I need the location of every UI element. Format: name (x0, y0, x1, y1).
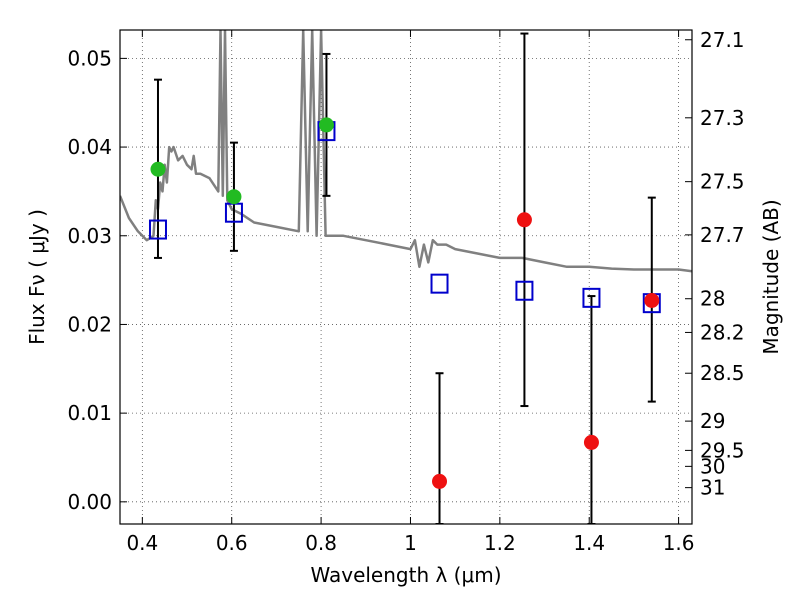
y2-axis-title: Magnitude (AB) (759, 199, 783, 354)
y2-tick-label: 28.2 (700, 320, 745, 344)
y2-tick-label: 28.5 (700, 361, 745, 385)
y-tick-label: 0.01 (67, 401, 112, 425)
model-photometry-square (430, 273, 449, 294)
y-tick-label: 0.05 (67, 46, 112, 70)
y-tick-label: 0.02 (67, 312, 112, 336)
y-axis: 0.00 0.01 0.02 0.03 0.04 0.05 (67, 46, 127, 514)
plot-background (120, 30, 692, 524)
plot-frame (119, 29, 693, 525)
y-tick-label: 0.04 (67, 135, 112, 159)
model-photometry-square (148, 219, 167, 240)
y2-tick-label: 27.7 (700, 223, 745, 247)
y2-tick-label: 30 (700, 454, 725, 478)
y2-tick-label: 27.1 (700, 28, 745, 52)
detection-point (226, 189, 242, 205)
non-detection-point (432, 473, 448, 489)
x-tick-label: 1 (404, 531, 417, 555)
non-detection-point (516, 212, 532, 228)
data-layer (120, 30, 692, 524)
y2-tick-label: 29 (700, 409, 725, 433)
y2-tick-label: 28 (700, 287, 725, 311)
y-tick-label: 0.00 (67, 490, 112, 514)
x-tick-label: 1.6 (663, 531, 695, 555)
model-photometry-square (515, 280, 534, 301)
x-tick-label: 0.8 (305, 531, 337, 555)
y-tick-label: 0.03 (67, 224, 112, 248)
detection-point (150, 161, 166, 177)
non-detection-point (583, 434, 599, 450)
x-tick-label: 0.4 (126, 531, 158, 555)
y-axis-title: Flux Fν ( μJy ) (25, 209, 49, 345)
y2-tick-label: 29.5 (700, 438, 745, 462)
non-detection-point (644, 293, 660, 309)
model-photometry-square (582, 287, 601, 308)
detection-point (318, 117, 334, 133)
model-sed-line (120, 30, 692, 273)
grid-lines (120, 30, 692, 524)
y2-tick-label: 27.3 (700, 106, 745, 130)
x-tick-label: 0.6 (216, 531, 248, 555)
x-axis: 0.4 0.6 0.8 1 1.2 1.4 1.6 (126, 30, 695, 555)
y2-tick-label: 27.5 (700, 170, 745, 194)
x-axis-title: Wavelength λ (μm) (310, 563, 501, 587)
x-tick-label: 1.4 (573, 531, 605, 555)
x-tick-label: 1.2 (484, 531, 516, 555)
y2-tick-label: 31 (700, 476, 725, 500)
